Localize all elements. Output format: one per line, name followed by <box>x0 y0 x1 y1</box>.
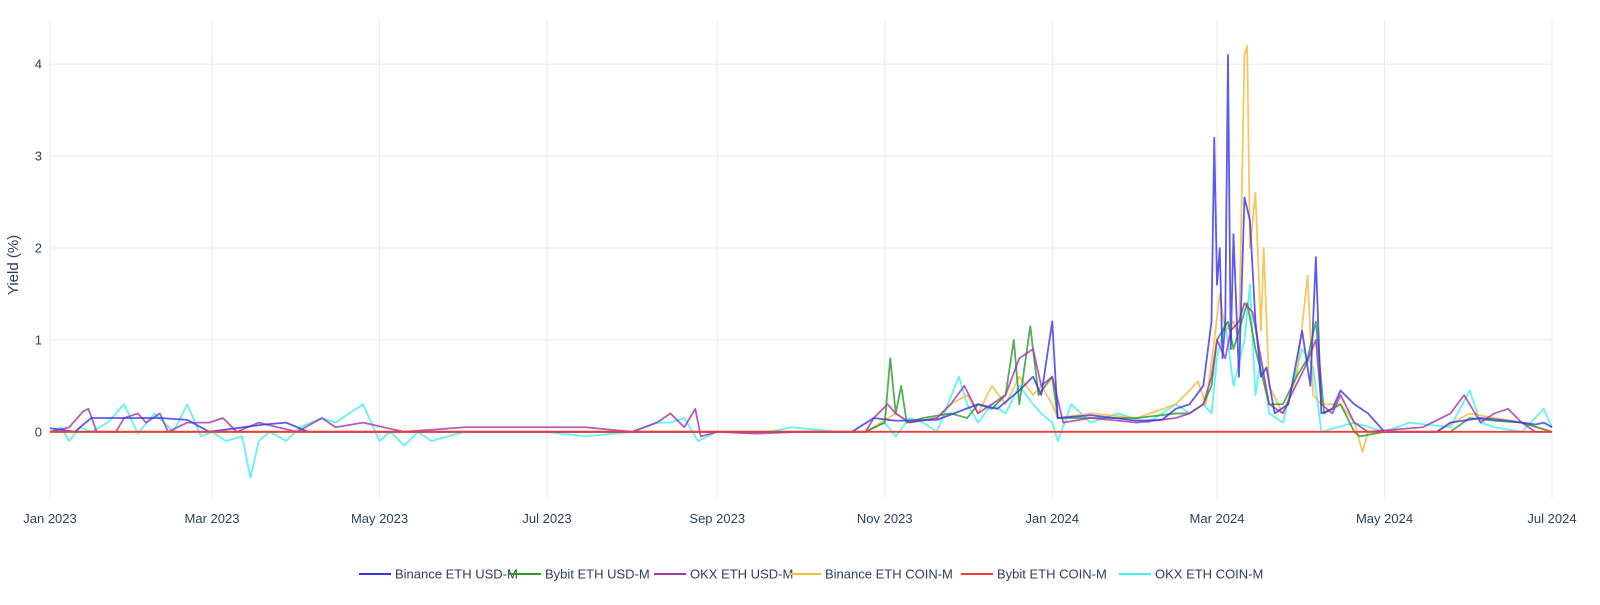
legend-item[interactable]: OKX ETH USD-M <box>654 567 793 582</box>
legend: Binance ETH USD-M Bybit ETH USD-M OKX ETH … <box>359 567 1263 582</box>
series-line-3 <box>50 44 1553 453</box>
x-tick-label: Jan 2024 <box>1025 511 1079 526</box>
series-line-1 <box>50 302 1553 438</box>
x-tick-label: May 2024 <box>1356 511 1413 526</box>
y-axis-ticks: 0 1 2 3 4 <box>35 57 42 440</box>
legend-item[interactable]: Bybit ETH USD-M <box>509 567 650 582</box>
y-tick-label: 0 <box>35 424 42 439</box>
y-axis-title: Yield (%) <box>5 235 22 295</box>
y-tick-label: 2 <box>35 240 42 255</box>
x-tick-label: Mar 2023 <box>185 511 240 526</box>
y-tick-label: 3 <box>35 149 42 164</box>
series-line-2 <box>49 302 1552 438</box>
x-tick-label: Sep 2023 <box>689 511 745 526</box>
y-tick-label: 1 <box>35 332 42 347</box>
series-line-5 <box>49 283 1553 479</box>
legend-label: Bybit ETH USD-M <box>545 567 650 582</box>
series-lines <box>49 44 1553 479</box>
x-tick-label: Jan 2023 <box>23 511 77 526</box>
legend-label: Bybit ETH COIN-M <box>997 567 1107 582</box>
x-tick-label: Mar 2024 <box>1190 511 1245 526</box>
x-tick-label: Jul 2024 <box>1527 511 1576 526</box>
legend-label: Binance ETH USD-M <box>395 567 518 582</box>
legend-label: Binance ETH COIN-M <box>825 567 953 582</box>
grid <box>49 20 1553 498</box>
y-tick-label: 4 <box>35 57 42 72</box>
x-tick-label: Nov 2023 <box>857 511 913 526</box>
legend-item[interactable]: Binance ETH COIN-M <box>789 567 953 582</box>
legend-item[interactable]: Bybit ETH COIN-M <box>961 567 1107 582</box>
legend-item[interactable]: OKX ETH COIN-M <box>1119 567 1263 582</box>
x-axis-ticks: Jan 2023 Mar 2023 May 2023 Jul 2023 Sep 2023… <box>23 511 1576 526</box>
legend-label: OKX ETH USD-M <box>690 567 793 582</box>
x-tick-label: Jul 2023 <box>522 511 571 526</box>
legend-label: OKX ETH COIN-M <box>1155 567 1263 582</box>
x-tick-label: May 2023 <box>351 511 408 526</box>
series-line-0 <box>49 54 1553 433</box>
legend-item[interactable]: Binance ETH USD-M <box>359 567 518 582</box>
